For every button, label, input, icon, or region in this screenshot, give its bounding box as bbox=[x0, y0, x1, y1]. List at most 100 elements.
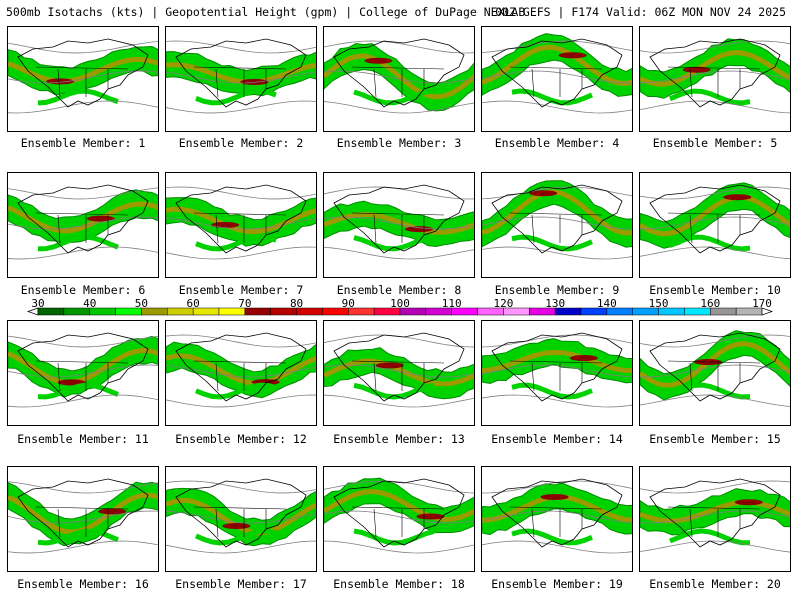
jet-stream-map bbox=[166, 478, 316, 554]
jet-max bbox=[569, 355, 598, 362]
political-borders bbox=[193, 360, 287, 392]
ensemble-member-label: Ensemble Member: 18 bbox=[333, 577, 465, 591]
jet-stream-map bbox=[640, 38, 790, 114]
ensemble-member-label: Ensemble Member: 5 bbox=[652, 136, 778, 150]
southern-branch bbox=[353, 528, 435, 546]
height-contour bbox=[166, 510, 316, 524]
political-borders bbox=[351, 66, 445, 98]
ensemble-member-label: Ensemble Member: 11 bbox=[17, 432, 149, 446]
southern-branch bbox=[353, 382, 435, 400]
coastline bbox=[649, 478, 781, 548]
jet-max bbox=[540, 494, 569, 501]
ensemble-panel-18 bbox=[323, 466, 475, 572]
ensemble-member-label: Ensemble Member: 12 bbox=[175, 432, 307, 446]
height-contour bbox=[640, 186, 790, 200]
height-contour bbox=[166, 246, 316, 260]
height-contour bbox=[166, 186, 316, 200]
isotach-band bbox=[482, 482, 632, 536]
height-contour bbox=[640, 334, 790, 348]
height-contour bbox=[8, 510, 158, 524]
height-contour bbox=[8, 540, 158, 554]
jet-stream-map bbox=[8, 478, 158, 554]
colorbar-tick-label: 70 bbox=[238, 297, 252, 310]
height-contour bbox=[324, 364, 474, 378]
ensemble-member-label: Ensemble Member: 6 bbox=[20, 283, 146, 297]
height-contour bbox=[324, 101, 474, 114]
southern-branch bbox=[511, 528, 593, 546]
coastline bbox=[491, 332, 623, 402]
height-contour bbox=[482, 216, 632, 230]
ensemble-panel-9 bbox=[481, 172, 633, 278]
southern-branch bbox=[37, 234, 119, 252]
colorbar-tick-label: 120 bbox=[493, 297, 514, 310]
coastline bbox=[491, 38, 623, 108]
height-contour bbox=[324, 394, 474, 408]
coastline bbox=[649, 332, 781, 402]
jet-max bbox=[240, 78, 269, 85]
ensemble-member-label: Ensemble Member: 9 bbox=[494, 283, 620, 297]
jet-stream-map bbox=[482, 33, 632, 114]
run-valid-time: 00Z GEFS | F174 Valid: 06Z MON NOV 24 20… bbox=[495, 5, 786, 19]
jet-max bbox=[210, 221, 239, 228]
ensemble-panel-16 bbox=[7, 466, 159, 572]
ensemble-member-label: Ensemble Member: 1 bbox=[20, 136, 146, 150]
coastline bbox=[17, 332, 149, 402]
isotach-band bbox=[166, 197, 316, 247]
height-contour bbox=[324, 70, 474, 84]
southern-branch bbox=[195, 528, 277, 546]
political-borders bbox=[193, 506, 287, 538]
colorbar-tick-label: 160 bbox=[700, 297, 721, 310]
jet-max bbox=[222, 522, 251, 529]
ensemble-member-label: Ensemble Member: 15 bbox=[649, 432, 781, 446]
southern-branch bbox=[511, 234, 593, 252]
jet-stream-map bbox=[166, 38, 316, 114]
ensemble-member-label: Ensemble Member: 4 bbox=[494, 136, 620, 150]
height-contour bbox=[482, 100, 632, 114]
ensemble-panel-15 bbox=[639, 320, 791, 426]
political-borders bbox=[667, 360, 761, 392]
jet-core bbox=[324, 53, 474, 100]
coastline bbox=[333, 184, 465, 254]
political-borders bbox=[193, 212, 287, 244]
coastline bbox=[17, 478, 149, 548]
jet-core bbox=[482, 44, 632, 87]
height-contour bbox=[482, 70, 632, 84]
southern-branch bbox=[669, 88, 751, 106]
ensemble-member-label: Ensemble Member: 16 bbox=[17, 577, 149, 591]
southern-branch bbox=[669, 528, 751, 546]
coastline bbox=[333, 38, 465, 108]
jet-stream-map bbox=[640, 478, 790, 553]
coastline bbox=[649, 38, 781, 108]
jet-max bbox=[416, 513, 445, 520]
height-contour bbox=[640, 40, 790, 54]
jet-max bbox=[558, 52, 587, 59]
jet-stream-map bbox=[640, 182, 790, 260]
southern-branch bbox=[669, 382, 751, 400]
height-contour bbox=[640, 394, 790, 407]
coastline bbox=[175, 478, 307, 548]
jet-stream-map bbox=[640, 330, 790, 407]
ensemble-member-label: Ensemble Member: 3 bbox=[336, 136, 462, 150]
height-contour bbox=[166, 217, 316, 230]
jet-max bbox=[98, 508, 127, 515]
ensemble-panel-3 bbox=[323, 26, 475, 132]
jet-core bbox=[166, 353, 316, 386]
ensemble-member-label: Ensemble Member: 10 bbox=[649, 283, 781, 297]
height-contour bbox=[166, 71, 316, 84]
ensemble-member-label: Ensemble Member: 13 bbox=[333, 432, 465, 446]
jet-core bbox=[640, 194, 790, 237]
jet-stream-map bbox=[324, 38, 474, 114]
political-borders bbox=[193, 66, 287, 98]
political-borders bbox=[35, 506, 129, 538]
ensemble-member-label: Ensemble Member: 17 bbox=[175, 577, 307, 591]
jet-max bbox=[734, 499, 763, 506]
southern-branch bbox=[353, 234, 435, 252]
ensemble-panel-13 bbox=[323, 320, 475, 426]
southern-branch bbox=[195, 382, 277, 400]
ensemble-panel-5 bbox=[639, 26, 791, 132]
height-contour bbox=[640, 540, 790, 553]
height-contour bbox=[324, 246, 474, 260]
colorbar-tick-label: 130 bbox=[545, 297, 566, 310]
southern-branch bbox=[195, 88, 277, 106]
ensemble-member-label: Ensemble Member: 8 bbox=[336, 283, 462, 297]
